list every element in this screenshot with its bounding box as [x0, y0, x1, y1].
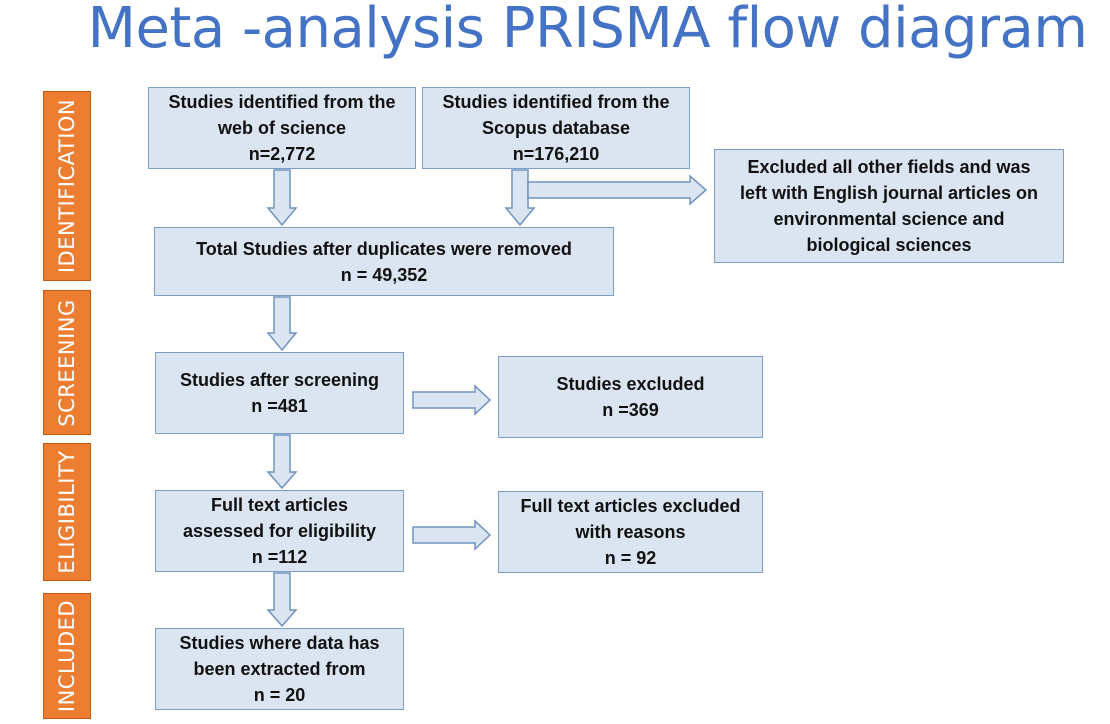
- stage-identification: IDENTIFICATION: [43, 91, 91, 281]
- arrow-right-icon: [412, 519, 492, 551]
- box-line: n =481: [251, 396, 308, 416]
- arrow-down-icon: [266, 434, 298, 490]
- arrow-down-icon: [504, 169, 536, 227]
- stage-included: INCLUDED: [43, 593, 91, 719]
- box-line: Total Studies after duplicates were remo…: [196, 238, 572, 259]
- stage-screening: SCREENING: [43, 290, 91, 435]
- box-scopus: Studies identified from the Scopus datab…: [422, 87, 690, 169]
- box-line: n = 20: [253, 685, 306, 705]
- box-line: Studies identified from the: [168, 92, 396, 112]
- box-studies-excluded: Studies excluded n =369: [498, 356, 763, 438]
- box-line: n = 49,352: [340, 264, 428, 285]
- box-web-of-science: Studies identified from the web of scien…: [148, 87, 416, 169]
- box-excluded-fields: Excluded all other fields and was left w…: [714, 149, 1064, 263]
- box-after-duplicates: Total Studies after duplicates were remo…: [154, 227, 614, 296]
- box-line: n =112: [251, 547, 308, 567]
- box-line: Excluded all other fields and was: [747, 157, 1031, 177]
- box-line: assessed for eligibility: [182, 521, 377, 541]
- box-included: Studies where data has been extracted fr…: [155, 628, 404, 710]
- box-line: environmental science and: [773, 209, 1005, 229]
- box-line: n =369: [602, 400, 659, 420]
- box-full-text-assessed: Full text articles assessed for eligibil…: [155, 490, 404, 572]
- box-line: web of science: [217, 118, 347, 138]
- arrow-down-icon: [266, 169, 298, 227]
- arrow-right-icon: [527, 174, 708, 206]
- box-line: been extracted from: [193, 659, 366, 679]
- diagram-title: Meta -analysis PRISMA flow diagram: [87, 0, 1088, 61]
- box-line: Studies excluded: [556, 374, 705, 394]
- box-full-text-excluded: Full text articles excluded with reasons…: [498, 491, 763, 573]
- box-line: left with English journal articles on: [739, 183, 1039, 203]
- box-line: Studies where data has: [179, 633, 380, 653]
- box-line: n=176,210: [512, 144, 600, 164]
- box-after-screening: Studies after screening n =481: [155, 352, 404, 434]
- box-line: with reasons: [575, 522, 686, 542]
- arrow-down-icon: [266, 296, 298, 352]
- box-line: Full text articles: [210, 495, 349, 515]
- stage-eligibility: ELIGIBILITY: [43, 443, 91, 581]
- box-line: Studies after screening: [179, 370, 380, 390]
- box-line: Scopus database: [481, 118, 631, 138]
- box-line: Studies identified from the: [442, 92, 670, 112]
- arrow-down-icon: [266, 572, 298, 628]
- box-line: biological sciences: [806, 235, 972, 255]
- arrow-right-icon: [412, 384, 492, 416]
- box-line: n=2,772: [248, 144, 316, 164]
- box-line: Full text articles excluded: [520, 496, 741, 516]
- box-line: n = 92: [604, 548, 657, 568]
